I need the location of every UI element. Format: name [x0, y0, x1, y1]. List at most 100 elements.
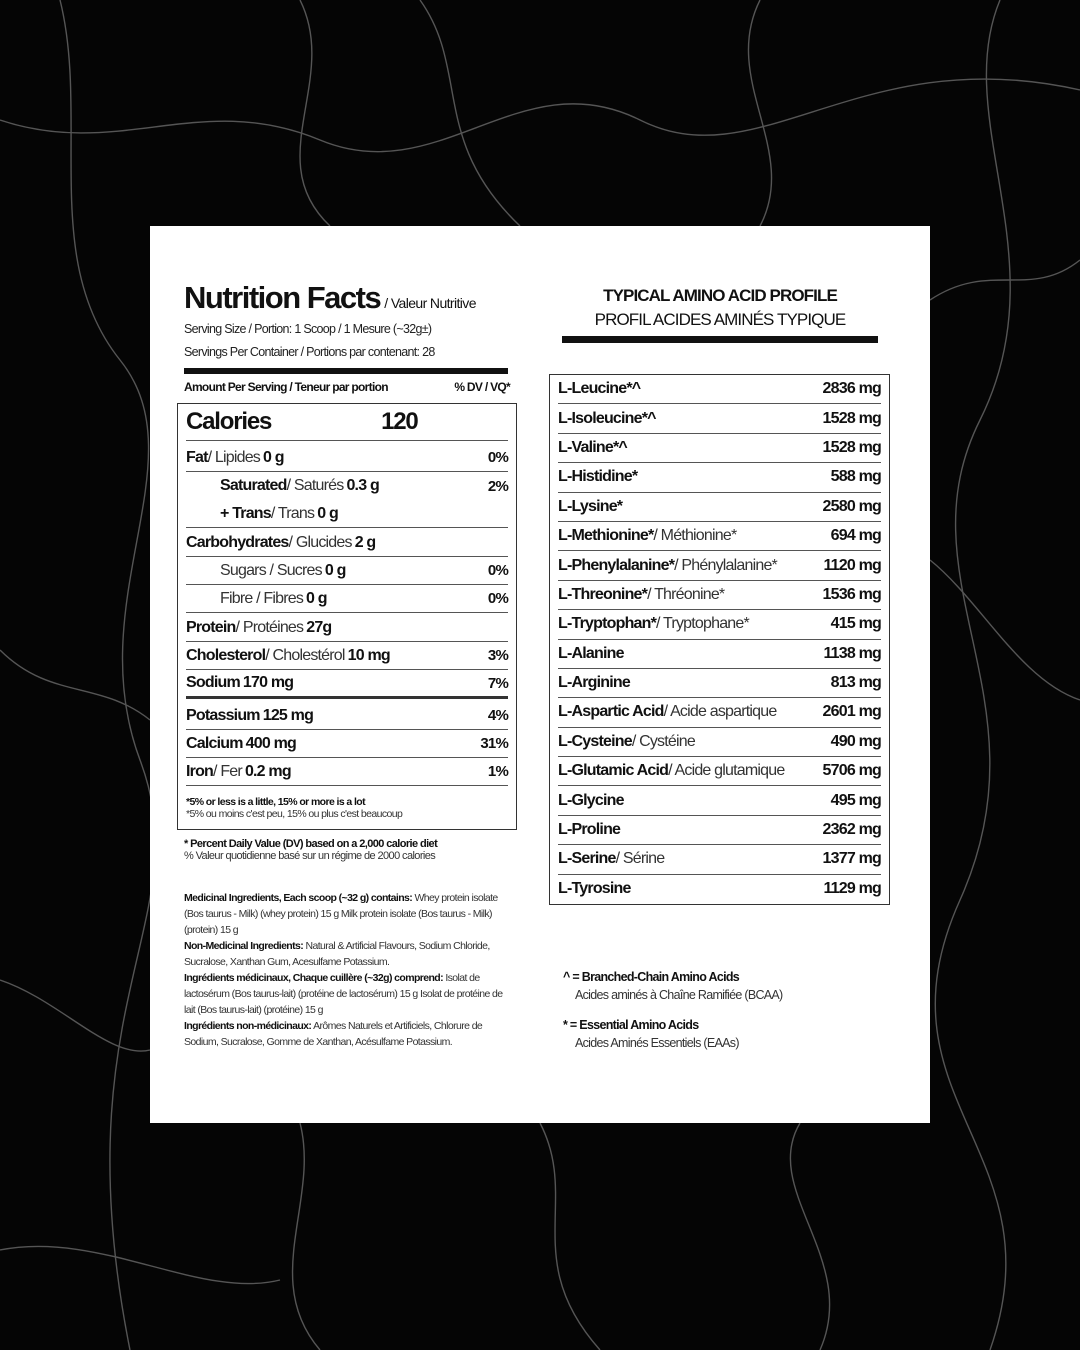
nutrient-name: Sodium	[186, 674, 241, 691]
nutrient-name-fr: / Fer	[213, 762, 243, 780]
amino-row: L-Phenylalanine* / Phénylalanine* 1120 mg	[558, 551, 882, 581]
amino-value: 813 mg	[830, 674, 882, 692]
nutrient-name-fr: Sugars / Sucres	[220, 561, 323, 579]
nutrient-amount: 170 mg	[242, 674, 294, 691]
nutrient-name-fr: Fibre / Fibres	[220, 589, 304, 607]
nutrition-table: Calories 120 Fat / Lipides 0 g 0% Saturate…	[177, 403, 517, 830]
nutrient-row: Fat / Lipides 0 g 0%	[186, 444, 509, 472]
nutrient-name: Potassium	[186, 706, 261, 724]
amino-row: L-Tyrosine 1129 mg	[558, 875, 882, 904]
amino-value: 495 mg	[830, 791, 882, 809]
serving-size: Serving Size / Portion: 1 Scoop / 1 Mesu…	[184, 322, 432, 336]
amino-value: 2580 mg	[822, 497, 882, 515]
divider	[184, 368, 508, 374]
amino-value: 1377 mg	[822, 850, 882, 868]
nutrient-amount: 0.2 mg	[244, 762, 292, 780]
legend-item: ^ = Branched-Chain Amino Acids Acides ami…	[563, 970, 783, 1002]
nutrient-amount: 0 g	[324, 561, 347, 579]
amino-name: L-Cysteine	[558, 732, 633, 750]
amino-legend: ^ = Branched-Chain Amino Acids Acides ami…	[563, 968, 783, 1064]
amino-name: L-Alanine	[558, 644, 624, 662]
nutrient-name-fr: / Saturés	[286, 477, 345, 494]
amino-name: L-Glycine	[558, 791, 625, 809]
amino-value: 415 mg	[830, 615, 882, 633]
amino-name-fr: / Méthionine*	[653, 527, 737, 545]
nutrient-name: + Trans	[220, 504, 272, 522]
nutrient-name: Cholesterol	[186, 646, 266, 664]
amino-row: L-Methionine* / Méthionine* 694 mg	[558, 522, 882, 552]
nutrient-name: Saturated	[220, 477, 287, 494]
legend-item: * = Essential Amino Acids Acides Aminés E…	[563, 1018, 739, 1050]
amino-value: 2601 mg	[822, 703, 882, 721]
nutrient-dv: 0%	[487, 590, 509, 607]
amino-value: 588 mg	[830, 468, 882, 486]
amino-row: L-Histidine* 588 mg	[558, 463, 882, 493]
amino-value: 694 mg	[830, 527, 882, 545]
amino-row: L-Proline 2362 mg	[558, 816, 882, 846]
nutrient-name-fr: / Cholestérol	[265, 646, 345, 664]
nutrient-amount: 0 g	[317, 504, 339, 522]
nutrition-facts-title: Nutrition Facts / Valeur Nutritive	[184, 280, 476, 315]
nutrient-dv: 1%	[487, 763, 509, 780]
amino-value: 1536 mg	[822, 585, 882, 603]
nutrient-row: Cholesterol / Cholestérol 10 mg 3%	[186, 642, 509, 670]
nutrient-name: Carbohydrates	[186, 533, 289, 551]
nutrition-label-panel: Nutrition Facts / Valeur Nutritive Servin…	[150, 226, 930, 1123]
amino-row: L-Valine*^ 1528 mg	[558, 434, 882, 464]
amino-name: L-Glutamic Acid	[558, 762, 669, 780]
amino-value: 1528 mg	[822, 438, 882, 456]
ingredient-paragraph: Medicinal Ingredients, Each scoop (~32 g…	[184, 892, 498, 936]
ingredient-paragraph: Ingrédients médicinaux, Chaque cuillère …	[184, 972, 503, 1016]
amino-name: L-Tryptophan*	[558, 615, 657, 633]
amino-name: L-Methionine*	[558, 527, 654, 545]
nutrient-dv: 7%	[487, 674, 509, 692]
nutrient-name-fr: / Protéines	[235, 618, 304, 636]
nutrient-amount: 0 g	[306, 589, 328, 607]
nutrient-row: Sugars / Sucres 0 g 0%	[186, 557, 509, 585]
amino-row: L-Threonine* / Thréonine* 1536 mg	[558, 581, 882, 611]
amino-name: L-Aspartic Acid	[558, 703, 664, 721]
nutrient-name-fr: / Glucides	[288, 533, 353, 551]
amino-value: 1120 mg	[823, 556, 881, 574]
amino-name: L-Lysine*	[558, 497, 623, 515]
amount-per-serving-header: Amount Per Serving / Teneur par portion%…	[184, 380, 511, 394]
nutrient-name-fr: / Trans	[270, 504, 315, 522]
amino-value: 490 mg	[830, 732, 882, 750]
nutrient-amount: 0.3 g	[346, 477, 379, 494]
nutrient-amount: 27g	[306, 618, 332, 636]
nutrient-dv: 0%	[487, 562, 509, 579]
ingredient-paragraph: Ingrédients non-médicinaux: Arômes Natur…	[184, 1020, 483, 1048]
amino-name-fr: / Thréonine*	[647, 585, 725, 603]
nutrient-amount: 125 mg	[262, 706, 314, 724]
amino-row: L-Serine / Sérine 1377 mg	[558, 845, 882, 875]
nutrient-amount: 0 g	[263, 448, 285, 466]
nutrient-row: Carbohydrates / Glucides 2 g	[186, 529, 508, 557]
ingredients: Medicinal Ingredients, Each scoop (~32 g…	[184, 890, 514, 1050]
amino-name: L-Leucine*^	[558, 380, 641, 398]
amino-name-fr: / Cystéine	[631, 732, 696, 750]
amino-row: L-Isoleucine*^ 1528 mg	[558, 404, 882, 434]
amino-value: 1528 mg	[822, 409, 882, 427]
nutrient-name-fr: / Lipides	[207, 448, 261, 466]
amino-row: L-Lysine* 2580 mg	[558, 493, 882, 522]
nutrient-row: Sodium 170 mg 7%	[186, 670, 509, 699]
amino-name: L-Proline	[558, 821, 621, 839]
nutrient-row: Calcium 400 mg 31%	[186, 730, 509, 758]
amino-row: L-Tryptophan* / Tryptophane* 415 mg	[558, 610, 882, 640]
amino-row: L-Aspartic Acid / Acide aspartique 2601 m…	[558, 698, 882, 728]
amino-name-fr: / Phénylalanine*	[674, 556, 778, 574]
amino-row: L-Glycine 495 mg	[558, 786, 882, 816]
nutrient-amount: 10 mg	[347, 646, 391, 664]
daily-value-note: * Percent Daily Value (DV) based on a 2,…	[184, 838, 438, 862]
amino-row: L-Cysteine / Cystéine 490 mg	[558, 728, 882, 758]
nutrient-dv: 31%	[480, 735, 508, 752]
nutrient-row: Protein / Protéines 27g	[186, 614, 508, 642]
amino-profile-title: TYPICAL AMINO ACID PROFILE PROFIL ACIDES…	[594, 286, 847, 329]
nutrient-name: Calcium	[186, 734, 243, 752]
amino-name: L-Arginine	[558, 674, 631, 692]
ingredient-paragraph: Non-Medicinal Ingredients: Natural & Art…	[184, 940, 490, 968]
nutrient-dv: 3%	[487, 647, 509, 664]
amino-row: L-Glutamic Acid / Acide glutamique 5706 m…	[558, 757, 882, 787]
amino-row: L-Leucine*^ 2836 mg	[558, 375, 882, 405]
